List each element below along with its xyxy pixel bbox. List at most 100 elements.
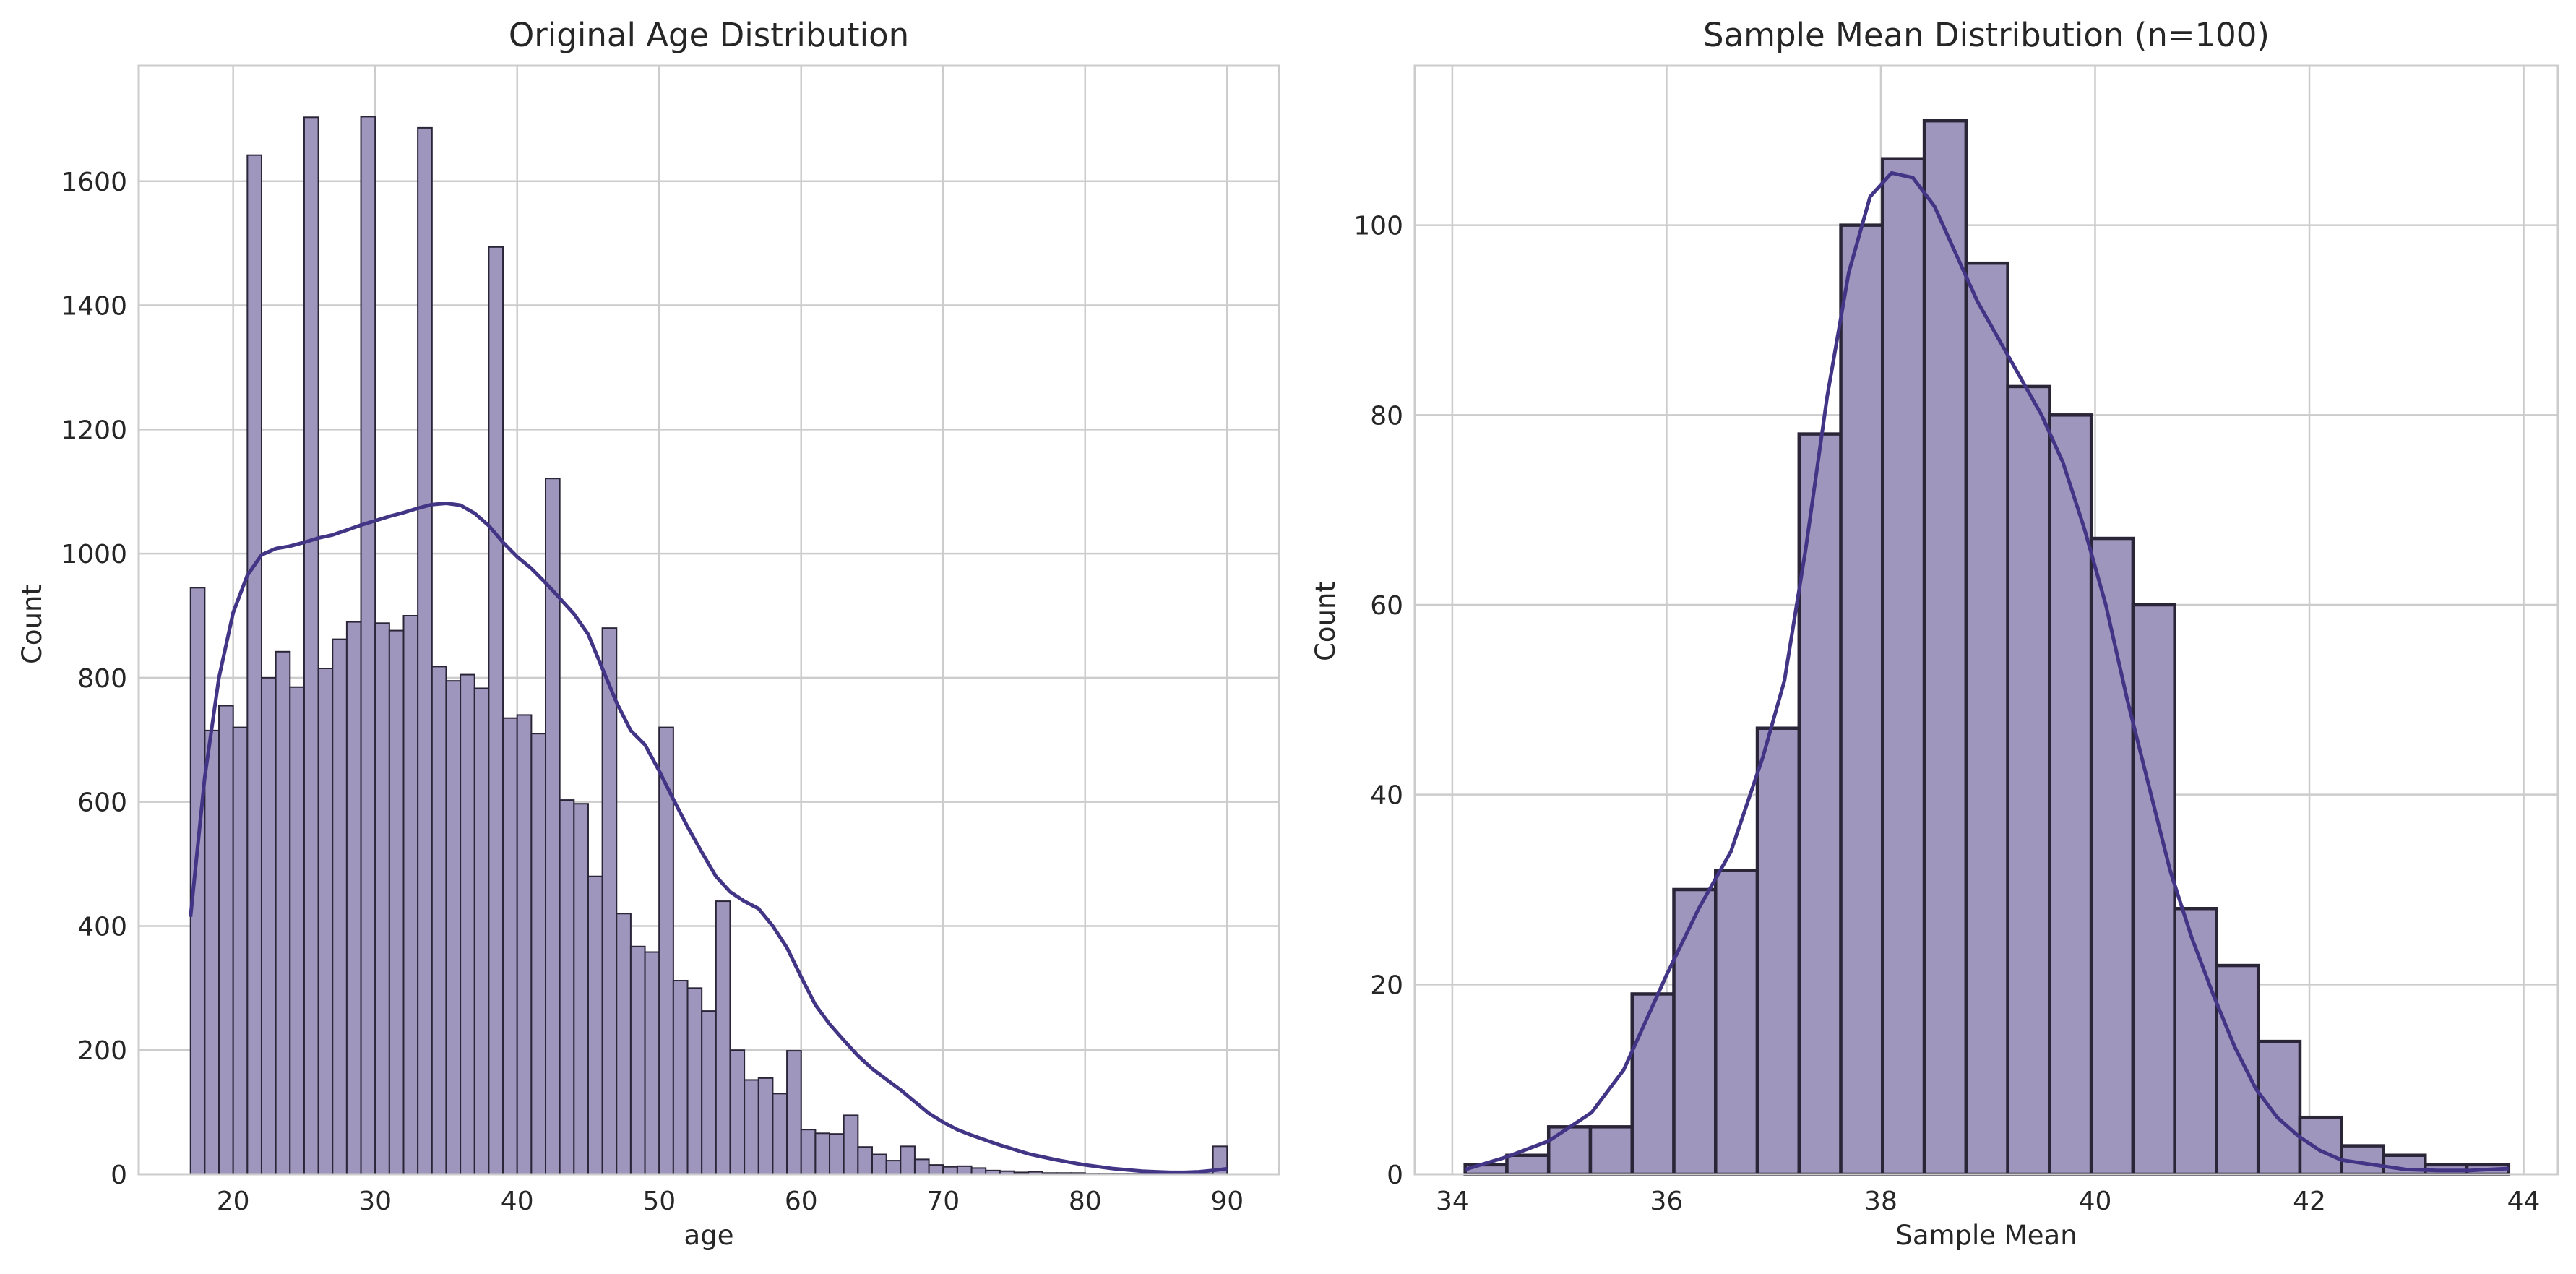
right-chart-histogram-bar [1922,119,1968,1176]
left-chart-ytick-label: 1600 [61,168,127,197]
left-chart-histogram-bar [232,726,249,1175]
right-chart-histogram-bar [2006,384,2051,1176]
left-chart-histogram-bar [516,714,533,1175]
right-chart-histogram-bar [1546,1125,1593,1176]
right-chart-histogram-bar [2256,1039,2302,1176]
right-chart-histogram-bar [1839,223,1884,1176]
left-chart-histogram-bar [672,980,689,1175]
left-chart-histogram-bar [885,1160,902,1175]
left-chart-histogram-bar [729,1049,746,1175]
left-chart-histogram-bar [402,614,419,1175]
left-chart-histogram-bar [460,673,475,1175]
left-chart-histogram-bar [644,951,660,1175]
left-chart-xtick-label: 80 [1069,1187,1102,1216]
left-chart-title: Original Age Distribution [509,16,909,54]
right-chart-ytick-label: 80 [1370,401,1403,431]
right-chart-histogram-bar [1755,726,1801,1176]
left-chart-histogram-bar [913,1158,930,1176]
left-chart-histogram-bar [772,1093,788,1175]
right-chart-histogram-bar [2215,963,2260,1176]
left-chart-histogram-bar [900,1145,916,1175]
right-chart-histogram-bar [1881,157,1926,1176]
left-chart-xtick-label: 40 [501,1187,534,1216]
left-chart-histogram-bar [573,803,589,1175]
left-chart-histogram-bar [843,1114,859,1176]
right-chart-xtick-label: 36 [1650,1187,1684,1216]
left-chart-histogram-bar [204,729,220,1175]
left-chart-ytick-label: 0 [111,1161,127,1190]
right-chart-xtick-label: 38 [1864,1187,1897,1216]
left-chart-histogram-bar [289,686,305,1175]
right-chart-kde-line [1464,171,2509,1173]
right-chart-bars [1463,119,2511,1176]
right-chart-histogram-bar [2298,1115,2343,1176]
left-chart-histogram-bar [332,638,348,1175]
left-chart-age-distribution: Original Age Distribution age Count 20 30… [17,16,1280,1251]
right-chart-ytick-label: 100 [1353,212,1403,241]
left-chart-histogram-bar [800,1129,817,1176]
left-chart-histogram-bar [388,629,405,1175]
right-chart-histogram-bar [2089,536,2135,1176]
left-chart-bars [189,116,1228,1176]
left-chart-histogram-bar [786,1050,802,1175]
left-chart-ylabel: Count [17,585,48,664]
left-chart-histogram-bar [814,1132,831,1175]
left-chart-xtick-label: 30 [358,1187,392,1216]
left-chart-histogram-bar [218,705,234,1175]
left-chart-frame [137,64,1280,1176]
left-chart-histogram-bar [473,687,490,1175]
left-chart-histogram-bar [715,900,731,1176]
right-chart-ytick-label: 0 [1387,1161,1403,1190]
left-chart-xtick-label: 70 [926,1187,960,1216]
right-chart-xtick-label: 34 [1436,1187,1469,1216]
right-chart-ytick-label: 40 [1370,781,1403,811]
right-chart-histogram-bar [1964,261,2009,1176]
left-chart-histogram-bar [616,913,632,1175]
right-chart-histogram-bar [1588,1125,1634,1176]
left-chart-histogram-bar [701,1010,717,1176]
right-chart-xtick-label: 44 [2507,1187,2541,1216]
left-chart-ytick-label: 1000 [61,540,127,569]
left-chart-histogram-bar [303,116,319,1175]
left-chart-histogram-bar [686,987,703,1175]
right-chart-histogram-bar [1630,992,1676,1176]
right-chart-xlabel: Sample Mean [1895,1220,2077,1251]
left-chart-ytick-label: 800 [77,664,127,694]
left-chart-histogram-bar [744,1079,759,1175]
left-chart-histogram-bar [587,875,603,1176]
left-chart-xtick-label: 90 [1210,1187,1244,1216]
left-chart-histogram-bar [601,627,618,1175]
left-chart-xtick-label: 50 [642,1187,676,1216]
left-chart-ytick-label: 1400 [61,292,127,322]
left-chart-xtick-label: 60 [785,1187,818,1216]
left-chart-ytick-label: 600 [77,788,127,818]
left-chart-histogram-bar [942,1166,958,1175]
left-chart-histogram-bar [757,1077,774,1176]
right-chart-ytick-label: 60 [1370,591,1403,621]
left-chart-histogram-bar [246,154,262,1175]
right-chart-histogram-bar [2048,413,2093,1176]
left-chart-histogram-bar [928,1164,944,1175]
left-chart-histogram-bar [417,126,433,1175]
right-chart-title: Sample Mean Distribution (n=100) [1703,16,2270,54]
left-chart-histogram-bar [559,799,575,1176]
left-chart-xlabel: age [684,1220,734,1251]
left-chart-histogram-bar [345,621,362,1175]
left-chart-histogram-bar [530,733,547,1175]
right-chart-histogram-bar [1672,887,1718,1176]
left-chart-histogram-bar [629,945,646,1175]
right-chart-ytick-label: 20 [1370,970,1403,1000]
right-chart-histogram-bar [2131,603,2176,1176]
left-chart-ytick-label: 1200 [61,416,127,445]
left-chart-histogram-bar [502,717,518,1175]
left-chart-ytick-label: 200 [77,1036,127,1066]
right-chart-histogram-bar [1505,1153,1551,1176]
left-chart-histogram-bar [374,622,390,1175]
right-chart-frame [1413,64,2559,1176]
right-chart-xtick-label: 40 [2079,1187,2112,1216]
left-chart-histogram-bar [956,1165,973,1175]
left-chart-histogram-bar [488,246,504,1175]
left-chart-histogram-bar [360,116,376,1175]
left-chart-histogram-bar [260,676,277,1175]
